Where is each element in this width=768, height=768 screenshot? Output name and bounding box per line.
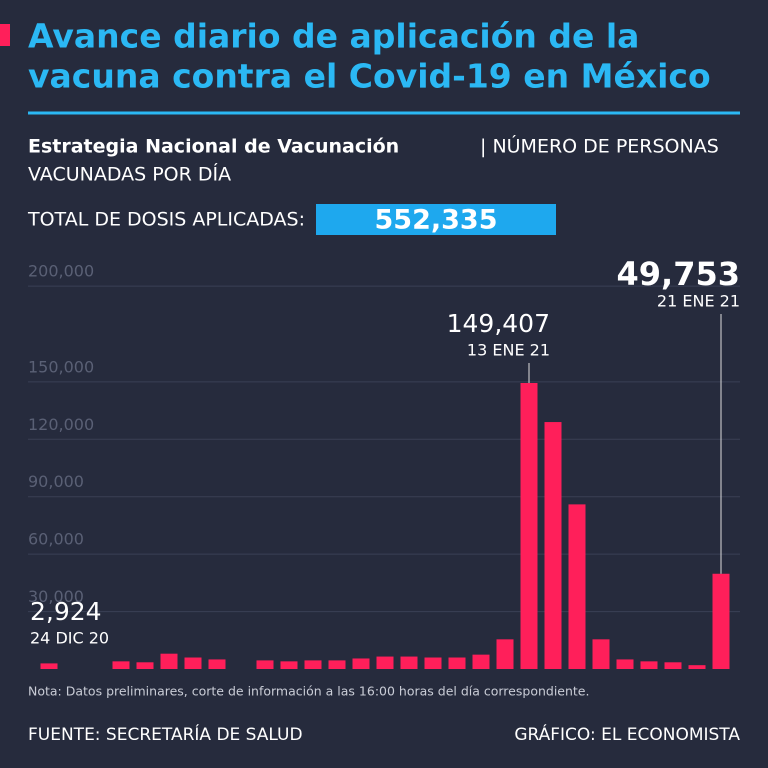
- bar: [208, 659, 226, 669]
- bar: [712, 573, 730, 669]
- bar: [688, 665, 706, 669]
- bar: [376, 656, 394, 669]
- bar: [136, 662, 154, 669]
- credit: GRÁFICO: EL ECONOMISTA: [514, 723, 740, 745]
- bar: [352, 658, 370, 669]
- date-label: 21 ENE 21: [657, 292, 740, 311]
- bar: [160, 653, 178, 669]
- bar: [400, 656, 418, 669]
- total-label: TOTAL DE DOSIS APLICADAS:: [27, 209, 305, 231]
- value-label: 149,407: [447, 309, 550, 338]
- total-box: [316, 204, 556, 235]
- bar: [640, 661, 658, 669]
- value-label: 49,753: [617, 255, 740, 293]
- bar: [40, 663, 58, 669]
- bar: [592, 639, 610, 669]
- bar: [304, 660, 322, 669]
- bar: [328, 660, 346, 669]
- note: Nota: Datos preliminares, corte de infor…: [28, 684, 589, 699]
- bar: [520, 382, 538, 669]
- source: FUENTE: SECRETARÍA DE SALUD: [28, 723, 303, 745]
- subtitle: | NÚMERO DE PERSONAS: [480, 134, 719, 158]
- bar: [424, 657, 442, 669]
- value-label: 2,924: [30, 597, 102, 626]
- bar: [280, 661, 298, 669]
- y-tick-label: 200,000: [28, 262, 94, 281]
- bar: [472, 654, 490, 669]
- subtitle: VACUNADAS POR DÍA: [28, 163, 231, 186]
- bar: [496, 639, 514, 669]
- accent-marker: [0, 24, 10, 46]
- bar: [544, 422, 562, 669]
- y-tick-label: 90,000: [28, 472, 84, 491]
- bar: [568, 504, 586, 669]
- y-tick-label: 150,000: [28, 357, 94, 376]
- y-tick-label: 120,000: [28, 415, 94, 434]
- date-label: 13 ENE 21: [467, 341, 550, 360]
- plot: 30,000 60,000 90,000 120,000 150,000 200,000 2…: [28, 255, 740, 669]
- bar: [664, 662, 682, 669]
- bar: [256, 660, 274, 669]
- y-tick-label: 60,000: [28, 530, 84, 549]
- bar: [616, 659, 634, 669]
- bar: [448, 657, 466, 669]
- subtitle-bold: Estrategia Nacional de Vacunación: [28, 136, 399, 158]
- total-value: 552,335: [375, 205, 498, 236]
- bar: [112, 661, 130, 669]
- title-line: Avance diario de aplicación de la: [28, 17, 639, 56]
- bar: [184, 657, 202, 669]
- y-tick-label: 30,000: [28, 587, 84, 606]
- title-line: vacuna contra el Covid-19 en México: [28, 57, 711, 96]
- date-label: 24 DIC 20: [30, 629, 109, 648]
